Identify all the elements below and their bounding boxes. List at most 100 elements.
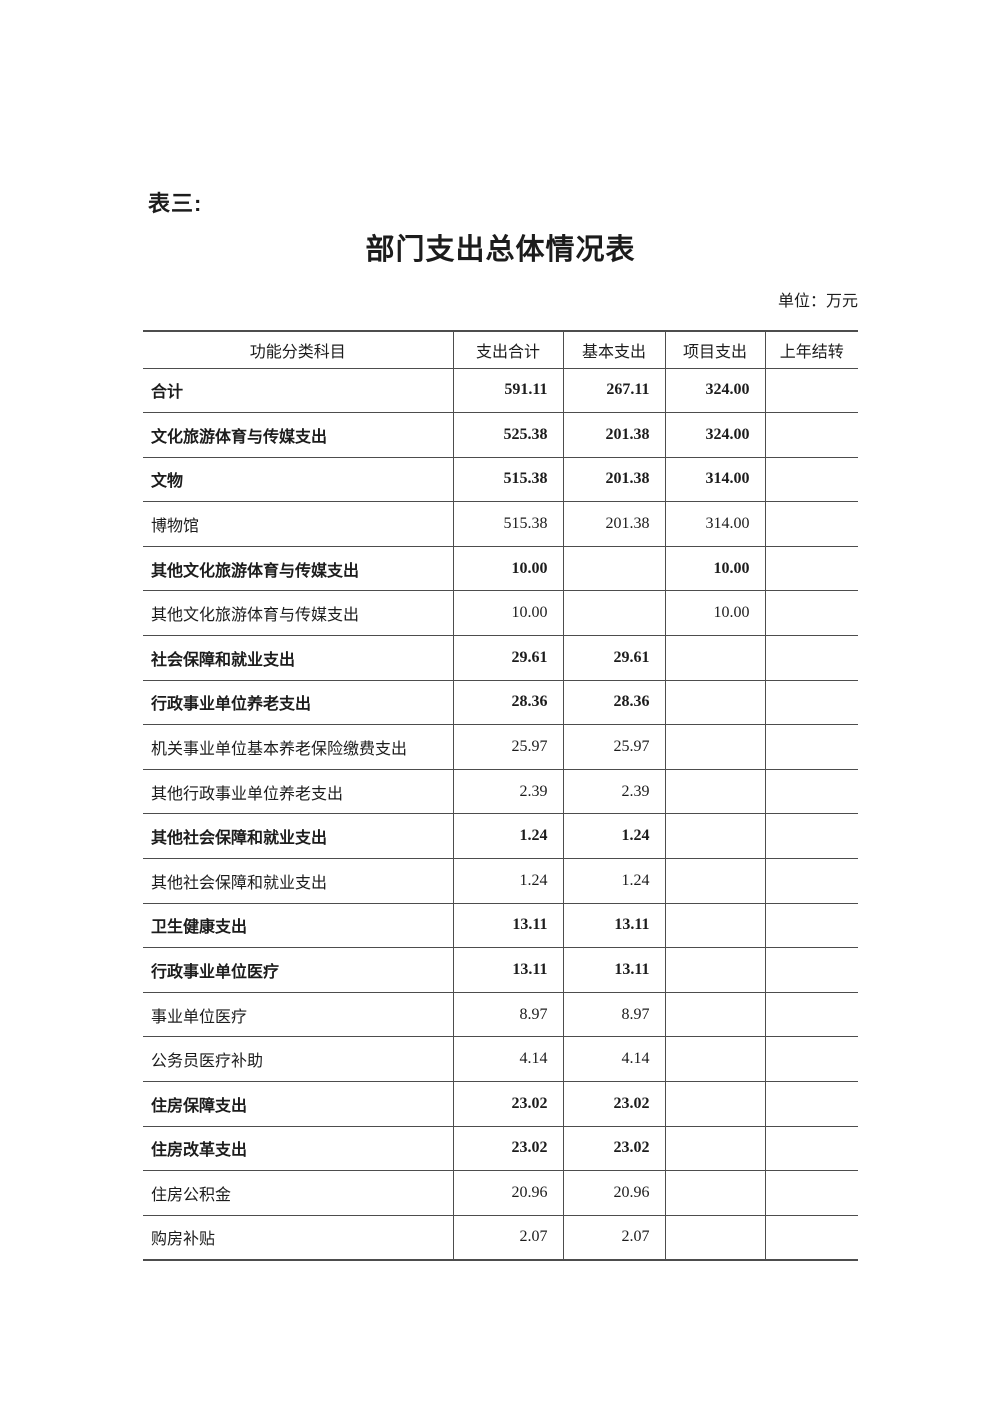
subject-cell: 购房补贴 (151, 1231, 216, 1249)
header-row: 功能分类科目 支出合计 基本支出 项目支出 上年结转 (143, 331, 858, 368)
basic-cell: 23.02 (562, 1126, 665, 1171)
total-cell: 515.38 (452, 501, 563, 547)
subject-cell: 社会保障和就业支出 (151, 651, 296, 669)
table-row: 行政事业单位养老支出 28.36 28.36 (143, 680, 858, 725)
project-cell (664, 724, 765, 770)
project-cell (664, 903, 765, 948)
carryover-cell (764, 724, 858, 770)
total-cell: 1.24 (452, 813, 563, 859)
basic-cell: 28.36 (562, 680, 665, 725)
table-row: 行政事业单位医疗 13.11 13.11 (143, 947, 858, 993)
project-cell (664, 769, 765, 814)
basic-cell: 1.24 (562, 813, 665, 859)
carryover-cell (764, 501, 858, 547)
carryover-cell (764, 813, 858, 859)
column-header-total: 支出合计 (452, 331, 563, 368)
total-cell: 525.38 (452, 412, 563, 458)
carryover-cell (764, 947, 858, 993)
subject-cell: 合计 (151, 384, 184, 402)
subject-cell: 住房公积金 (151, 1186, 232, 1204)
table-row: 住房保障支出 23.02 23.02 (143, 1081, 858, 1127)
carryover-cell (764, 1215, 858, 1260)
subject-cell: 行政事业单位养老支出 (151, 696, 312, 714)
project-cell (664, 680, 765, 725)
carryover-cell (764, 590, 858, 636)
subject-cell: 文物 (151, 473, 184, 491)
total-cell: 23.02 (452, 1081, 563, 1127)
project-cell (664, 1126, 765, 1171)
subject-cell: 行政事业单位医疗 (151, 964, 280, 982)
project-cell (664, 1081, 765, 1127)
carryover-cell (764, 1126, 858, 1171)
carryover-cell (764, 412, 858, 458)
project-cell (664, 992, 765, 1037)
basic-cell: 267.11 (562, 368, 665, 413)
column-header-carryover: 上年结转 (764, 331, 858, 368)
table-row: 住房公积金 20.96 20.96 (143, 1170, 858, 1216)
table-row: 其他社会保障和就业支出 1.24 1.24 (143, 813, 858, 859)
project-cell (664, 947, 765, 993)
project-cell (664, 635, 765, 681)
total-cell: 29.61 (452, 635, 563, 681)
total-cell: 28.36 (452, 680, 563, 725)
basic-cell (562, 590, 665, 636)
subject-cell: 其他文化旅游体育与传媒支出 (151, 562, 360, 580)
table-row: 卫生健康支出 13.11 13.11 (143, 903, 858, 948)
table-row: 住房改革支出 23.02 23.02 (143, 1126, 858, 1171)
subject-cell: 其他社会保障和就业支出 (151, 830, 328, 848)
total-cell: 10.00 (452, 546, 563, 591)
column-header-basic: 基本支出 (562, 331, 665, 368)
expenditure-table: 功能分类科目 支出合计 基本支出 项目支出 上年结转 合计 591.11 267.1… (143, 330, 858, 1261)
subject-cell: 文化旅游体育与传媒支出 (151, 428, 328, 446)
table-row: 其他文化旅游体育与传媒支出 10.00 10.00 (143, 546, 858, 591)
carryover-cell (764, 635, 858, 681)
carryover-cell (764, 1081, 858, 1127)
total-cell: 8.97 (452, 992, 563, 1037)
total-cell: 20.96 (452, 1170, 563, 1216)
project-cell (664, 1170, 765, 1216)
project-cell: 324.00 (664, 368, 765, 413)
table-row: 其他社会保障和就业支出 1.24 1.24 (143, 858, 858, 904)
total-cell: 13.11 (452, 947, 563, 993)
total-cell: 515.38 (452, 457, 563, 502)
total-cell: 25.97 (452, 724, 563, 770)
table-row: 其他文化旅游体育与传媒支出 10.00 10.00 (143, 590, 858, 636)
basic-cell: 20.96 (562, 1170, 665, 1216)
total-cell: 23.02 (452, 1126, 563, 1171)
carryover-cell (764, 680, 858, 725)
table-row: 文物 515.38 201.38 314.00 (143, 457, 858, 502)
basic-cell: 29.61 (562, 635, 665, 681)
basic-cell: 4.14 (562, 1036, 665, 1082)
carryover-cell (764, 858, 858, 904)
total-cell: 4.14 (452, 1036, 563, 1082)
basic-cell: 2.07 (562, 1215, 665, 1260)
total-cell: 1.24 (452, 858, 563, 904)
basic-cell: 8.97 (562, 992, 665, 1037)
total-cell: 10.00 (452, 590, 563, 636)
project-cell: 10.00 (664, 590, 765, 636)
column-header-project: 项目支出 (664, 331, 765, 368)
total-cell: 591.11 (452, 368, 563, 413)
carryover-cell (764, 1036, 858, 1082)
basic-cell: 201.38 (562, 412, 665, 458)
basic-cell: 2.39 (562, 769, 665, 814)
subject-cell: 博物馆 (151, 518, 200, 536)
basic-cell: 1.24 (562, 858, 665, 904)
table-row: 其他行政事业单位养老支出 2.39 2.39 (143, 769, 858, 814)
carryover-cell (764, 992, 858, 1037)
subject-cell: 其他社会保障和就业支出 (151, 874, 328, 892)
column-header-subject: 功能分类科目 (249, 343, 346, 361)
project-cell: 10.00 (664, 546, 765, 591)
project-cell: 314.00 (664, 501, 765, 547)
project-cell (664, 858, 765, 904)
table-row: 博物馆 515.38 201.38 314.00 (143, 501, 858, 547)
basic-cell: 13.11 (562, 947, 665, 993)
table-row: 购房补贴 2.07 2.07 (143, 1215, 858, 1260)
subject-cell: 事业单位医疗 (151, 1008, 248, 1026)
subject-cell: 卫生健康支出 (151, 919, 248, 937)
table-row: 文化旅游体育与传媒支出 525.38 201.38 324.00 (143, 412, 858, 458)
total-cell: 13.11 (452, 903, 563, 948)
basic-cell: 201.38 (562, 501, 665, 547)
page-title: 部门支出总体情况表 (365, 234, 636, 266)
